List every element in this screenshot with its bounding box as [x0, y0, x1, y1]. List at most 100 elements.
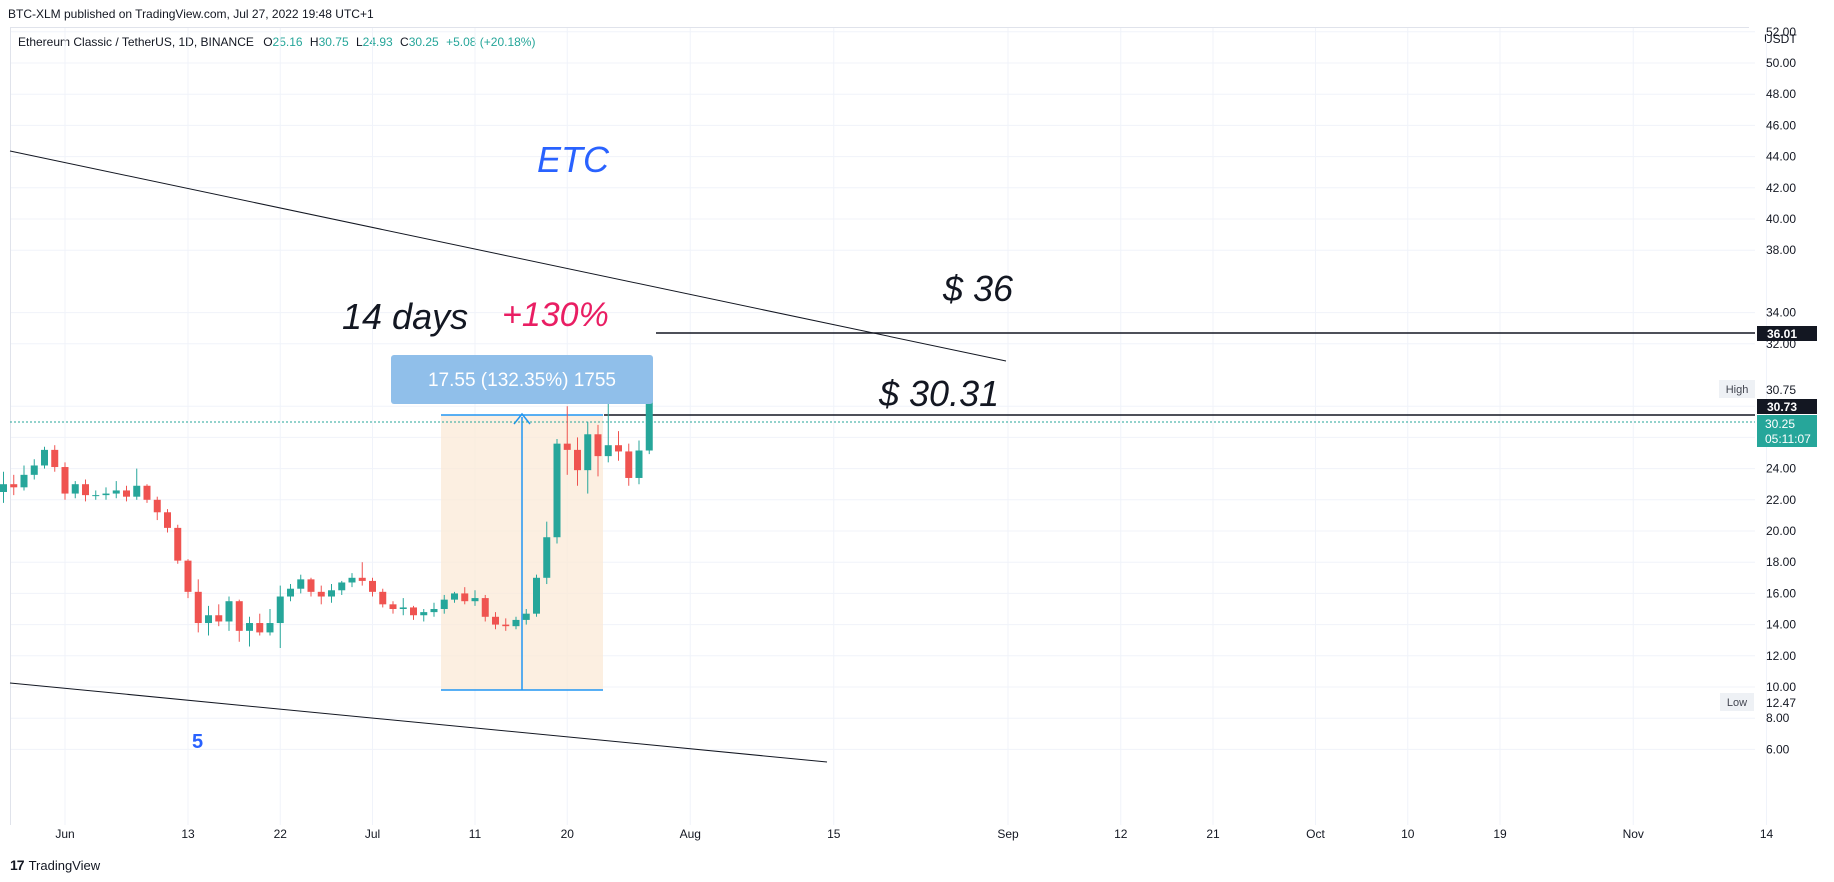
candle-body	[235, 601, 243, 631]
candle-body	[584, 434, 592, 471]
candle-body	[51, 449, 59, 468]
close-label: C	[400, 35, 409, 49]
wave-5-label[interactable]: 5	[192, 731, 203, 753]
chart-frame	[10, 27, 1749, 825]
candle-body	[92, 495, 100, 497]
candle-body	[553, 443, 561, 538]
candle-body	[615, 445, 622, 452]
candle-body	[328, 590, 335, 597]
measure-arrow-head	[513, 412, 531, 425]
candle-body	[276, 596, 284, 624]
y-tick-label: 50.00	[1766, 56, 1796, 70]
high-tag: High	[1726, 384, 1749, 396]
candle-body	[205, 615, 212, 624]
candle-body	[430, 609, 438, 613]
candle-body	[635, 450, 643, 478]
target-36-annotation[interactable]: $ 36	[942, 268, 1014, 309]
candle-body	[604, 445, 612, 457]
y-tick-label: 22.00	[1766, 493, 1796, 507]
grid	[11, 28, 1767, 825]
y-tick-label: 38.00	[1766, 243, 1796, 257]
candle-body	[112, 490, 120, 494]
low-value: 24.93	[362, 35, 393, 49]
candle-body	[625, 451, 633, 478]
candle-body	[645, 371, 653, 451]
open-label: O	[263, 35, 273, 49]
high-label: H	[309, 35, 319, 49]
candle-body	[41, 449, 48, 466]
candle-body	[133, 485, 141, 497]
high-tag-bg	[1719, 380, 1755, 398]
pct-annotation[interactable]: +130%	[502, 296, 609, 334]
change-value: +5.08 (+20.18%)	[446, 35, 536, 49]
high-value: 30.75	[318, 35, 349, 49]
low-label: L	[355, 35, 363, 49]
y-tick-label: 46.00	[1766, 118, 1796, 132]
candle-body	[594, 434, 602, 457]
candle-body	[471, 598, 479, 602]
candle-body	[143, 485, 151, 500]
candle-body	[461, 593, 469, 602]
x-tick-label: 20	[561, 827, 575, 841]
last-price-tag-bg	[1757, 415, 1817, 447]
y-tick-label: 18.00	[1766, 555, 1796, 569]
etc-annotation[interactable]: ETC	[537, 139, 610, 180]
candle-body	[61, 467, 69, 494]
y-tick-label: 20.00	[1766, 524, 1796, 538]
x-tick-label: Oct	[1306, 827, 1325, 841]
days-annotation[interactable]: 14 days	[342, 296, 468, 337]
candle-body	[246, 623, 253, 631]
candle-body	[307, 579, 315, 592]
y-tick-label: 48.00	[1766, 87, 1796, 101]
close-value: 30.25	[408, 35, 439, 49]
candle-body	[440, 599, 448, 609]
candle-body	[512, 619, 520, 627]
published-caption: BTC-XLM published on TradingView.com, Ju…	[8, 7, 374, 21]
countdown-tag: 05:11:07	[1765, 432, 1811, 446]
candle-body	[184, 560, 192, 592]
target-3031-annotation[interactable]: $ 30.31	[878, 373, 999, 414]
candle-body	[369, 580, 376, 592]
candle-body	[338, 582, 346, 591]
candle-body	[543, 537, 551, 578]
tradingview-logo[interactable]: 17 TradingView	[10, 857, 100, 873]
x-tick-label: Jul	[365, 827, 380, 841]
candle-body	[123, 490, 130, 497]
candle-body	[174, 527, 182, 561]
candle-body	[71, 484, 79, 494]
measure-label: 17.55 (132.35%) 1755	[428, 370, 616, 391]
y-tick-label: 40.00	[1766, 212, 1796, 226]
x-tick-label: Sep	[997, 827, 1019, 841]
candle-body	[481, 598, 489, 617]
candles	[0, 363, 653, 648]
upper-trendline[interactable]	[9, 150, 1007, 362]
y-tick-label: 6.00	[1766, 742, 1790, 756]
candle-body	[533, 577, 540, 614]
candle-body	[194, 591, 202, 624]
candle-body	[358, 577, 366, 581]
level-3073-tag-bg	[1757, 399, 1817, 414]
x-tick-label: Jun	[55, 827, 74, 841]
low-tag: Low	[1727, 697, 1747, 709]
y-tick-label: 52.00	[1766, 25, 1796, 39]
candle-body	[256, 623, 264, 633]
candle-body	[379, 591, 387, 605]
y-tick-label: 12.00	[1766, 649, 1796, 663]
candle-body	[10, 484, 18, 488]
x-tick-label: Nov	[1623, 827, 1644, 841]
tradingview-logo-text: TradingView	[28, 857, 101, 873]
candle-body	[287, 588, 294, 597]
symbol-name: Ethereum Classic / TetherUS, 1D, BINANCE	[18, 35, 254, 49]
y-tick-label: 34.00	[1766, 306, 1796, 320]
candle-body	[522, 613, 530, 620]
x-tick-label: 14	[1760, 827, 1774, 841]
candle-body	[492, 616, 499, 625]
last-price-tag: 30.25	[1765, 417, 1795, 431]
y-tick-label: 10.00	[1766, 680, 1796, 694]
candle-body	[30, 465, 38, 475]
low-tag-bg	[1720, 693, 1754, 711]
candle-body	[399, 607, 407, 609]
lower-trendline[interactable]	[9, 682, 828, 763]
level-36-tag-bg	[1757, 326, 1817, 341]
